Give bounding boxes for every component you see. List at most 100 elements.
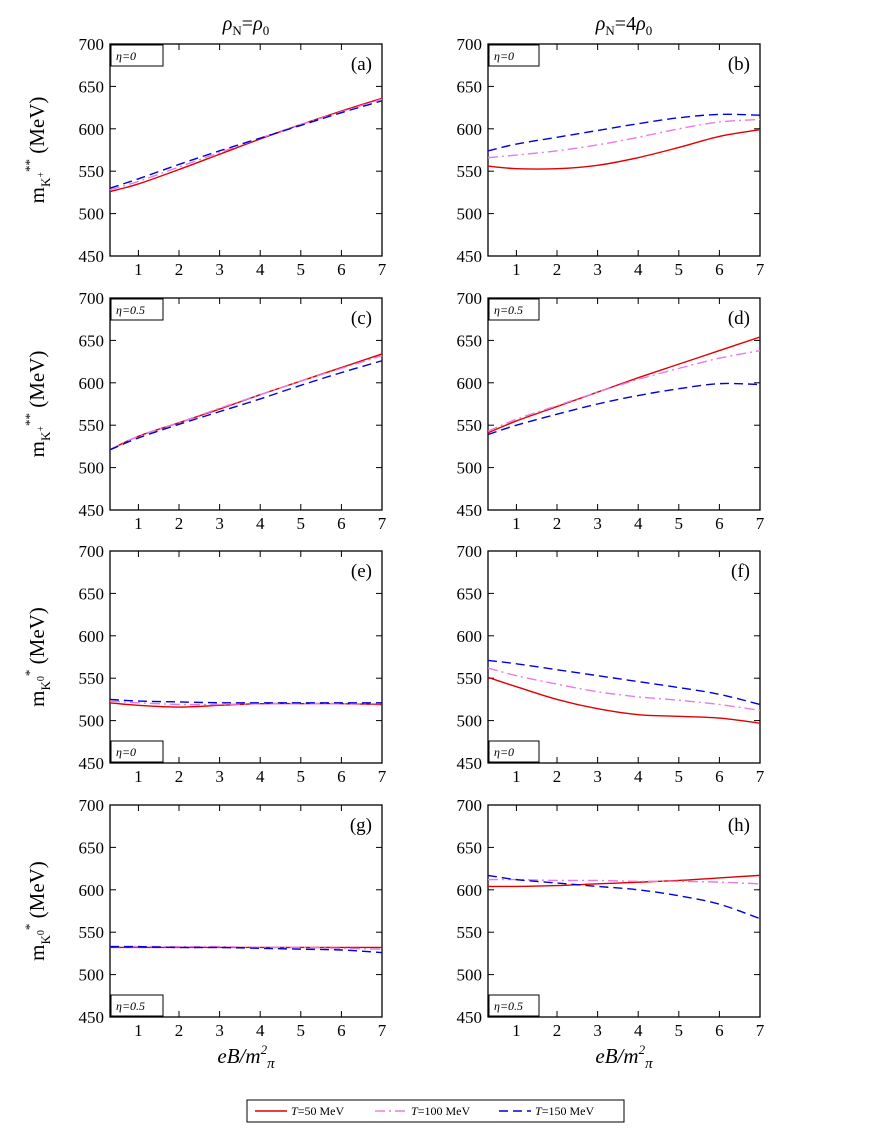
y-tick-label: 650 [457,838,483,857]
y-tick-label: 650 [457,584,483,603]
y-tick-label: 700 [457,35,483,54]
x-tick-label: 4 [634,260,643,279]
series-line-1 [487,128,761,170]
y-tick-label: 600 [79,374,105,393]
series-line-3 [487,113,761,152]
y-tick-label: 450 [79,247,105,266]
y-tick-label: 700 [79,542,105,561]
series-line-3 [109,698,382,704]
y-tick-label: 650 [79,331,105,350]
x-tick-label: 4 [634,514,643,533]
y-tick-label: 550 [457,416,483,435]
series-line-2 [109,98,383,191]
plot-frame [487,804,761,1018]
y-tick-label: 450 [79,754,105,773]
y-tick-label: 650 [79,584,105,603]
legend-label: T=50 MeV [291,1104,344,1118]
y-tick-label: 600 [79,627,105,646]
y-tick-label: 500 [457,205,483,224]
y-tick-label: 450 [457,1008,483,1027]
eta-box [110,740,164,763]
eta-box [110,994,164,1017]
y-tick-label: 450 [79,1008,105,1027]
panel-c: 450 500 550 600 650 700 1 2 3 4 5 6 7 (c) η=0.5 mK+** (… [22,289,387,533]
panel-h: 450 500 550 600 650 700 1 2 3 4 5 6 7 (h) η=0.5 eB/m2π [457,796,765,1072]
column-title-2: ρN=4ρ0 [595,13,652,38]
y-axis-label: mK+** (MeV) [22,97,53,204]
panel-b: 450 500 550 600 650 700 1 2 3 4 5 6 7 (b) η=0 [457,35,765,279]
y-tick-label: 550 [79,162,105,181]
panel-label: (e) [351,561,372,582]
x-tick-label: 5 [675,767,684,786]
y-tick-label: 500 [79,459,105,478]
x-tick-label: 2 [553,1021,562,1040]
x-tick-label: 4 [256,1021,265,1040]
x-tick-label: 6 [337,260,346,279]
x-tick-label: 1 [512,514,521,533]
x-tick-label: 7 [378,514,387,533]
series-line-3 [109,100,383,189]
y-tick-label: 550 [457,162,483,181]
panel-e: 450 500 550 600 650 700 1 2 3 4 5 6 7 (e) η=0 mK0* (MeV… [22,542,387,786]
plot-frame [109,297,383,511]
y-tick-label: 700 [79,289,105,308]
x-tick-label: 6 [337,1021,346,1040]
x-tick-label: 5 [675,260,684,279]
y-axis-label: mK0* (MeV) [22,861,53,961]
eta-label: η=0.5 [116,999,145,1013]
eta-label: η=0.5 [116,303,145,317]
eta-box [488,44,540,67]
panel-label: (h) [728,815,750,836]
y-tick-label: 500 [79,712,105,731]
x-tick-label: 5 [675,1021,684,1040]
plot-frame [487,297,761,511]
legend-item-1: T=50 MeV [255,1104,344,1118]
eta-label: η=0 [494,49,514,63]
y-tick-label: 550 [79,669,105,688]
y-tick-label: 600 [457,627,483,646]
x-tick-label: 2 [175,260,184,279]
y-tick-label: 700 [79,35,105,54]
series-line-3 [109,360,383,451]
eta-label: η=0.5 [494,303,523,317]
y-tick-label: 500 [457,966,483,985]
x-tick-label: 7 [756,767,765,786]
x-axis-label: eB/m2π [217,1042,275,1072]
legend: T=50 MeV T=100 MeV T=150 MeV [246,1099,625,1123]
x-tick-label: 2 [553,767,562,786]
legend-item-3: T=150 MeV [499,1104,594,1118]
x-tick-label: 7 [756,260,765,279]
x-tick-label: 4 [256,514,265,533]
legend-item-2: T=100 MeV [375,1104,470,1118]
x-tick-label: 3 [593,514,602,533]
y-tick-label: 600 [457,120,483,139]
plot-frame [109,43,383,257]
y-tick-label: 500 [79,205,105,224]
series-line-2 [110,945,383,950]
y-tick-label: 700 [457,289,483,308]
eta-box [488,298,540,321]
series-line-2 [487,118,761,159]
x-tick-label: 1 [134,767,143,786]
y-tick-label: 600 [79,881,105,900]
y-tick-label: 450 [457,247,483,266]
series-line-2 [109,354,383,451]
y-tick-label: 500 [457,459,483,478]
series-line-1 [109,97,383,193]
panels: 450 500 550 600 650 700 1 2 3 4 5 6 7 (a) η=0 mK+** (Me… [22,35,765,1072]
x-tick-label: 4 [256,260,265,279]
y-tick-label: 650 [457,331,483,350]
series-line-1 [487,676,761,724]
x-tick-label: 1 [134,1021,143,1040]
eta-label: η=0 [116,49,136,63]
panel-g: 450 500 550 600 650 700 1 2 3 4 5 6 7 (g) η=0.5 mK0* (M… [22,796,387,1072]
column-titles: ρN=ρ0 ρN=4ρ0 [222,13,652,38]
series-line-3 [487,874,761,920]
eta-box [488,994,540,1017]
panel-label: (d) [728,308,750,329]
x-tick-label: 7 [756,514,765,533]
x-tick-label: 5 [297,260,306,279]
y-tick-label: 450 [79,501,105,520]
eta-label: η=0.5 [494,999,523,1013]
